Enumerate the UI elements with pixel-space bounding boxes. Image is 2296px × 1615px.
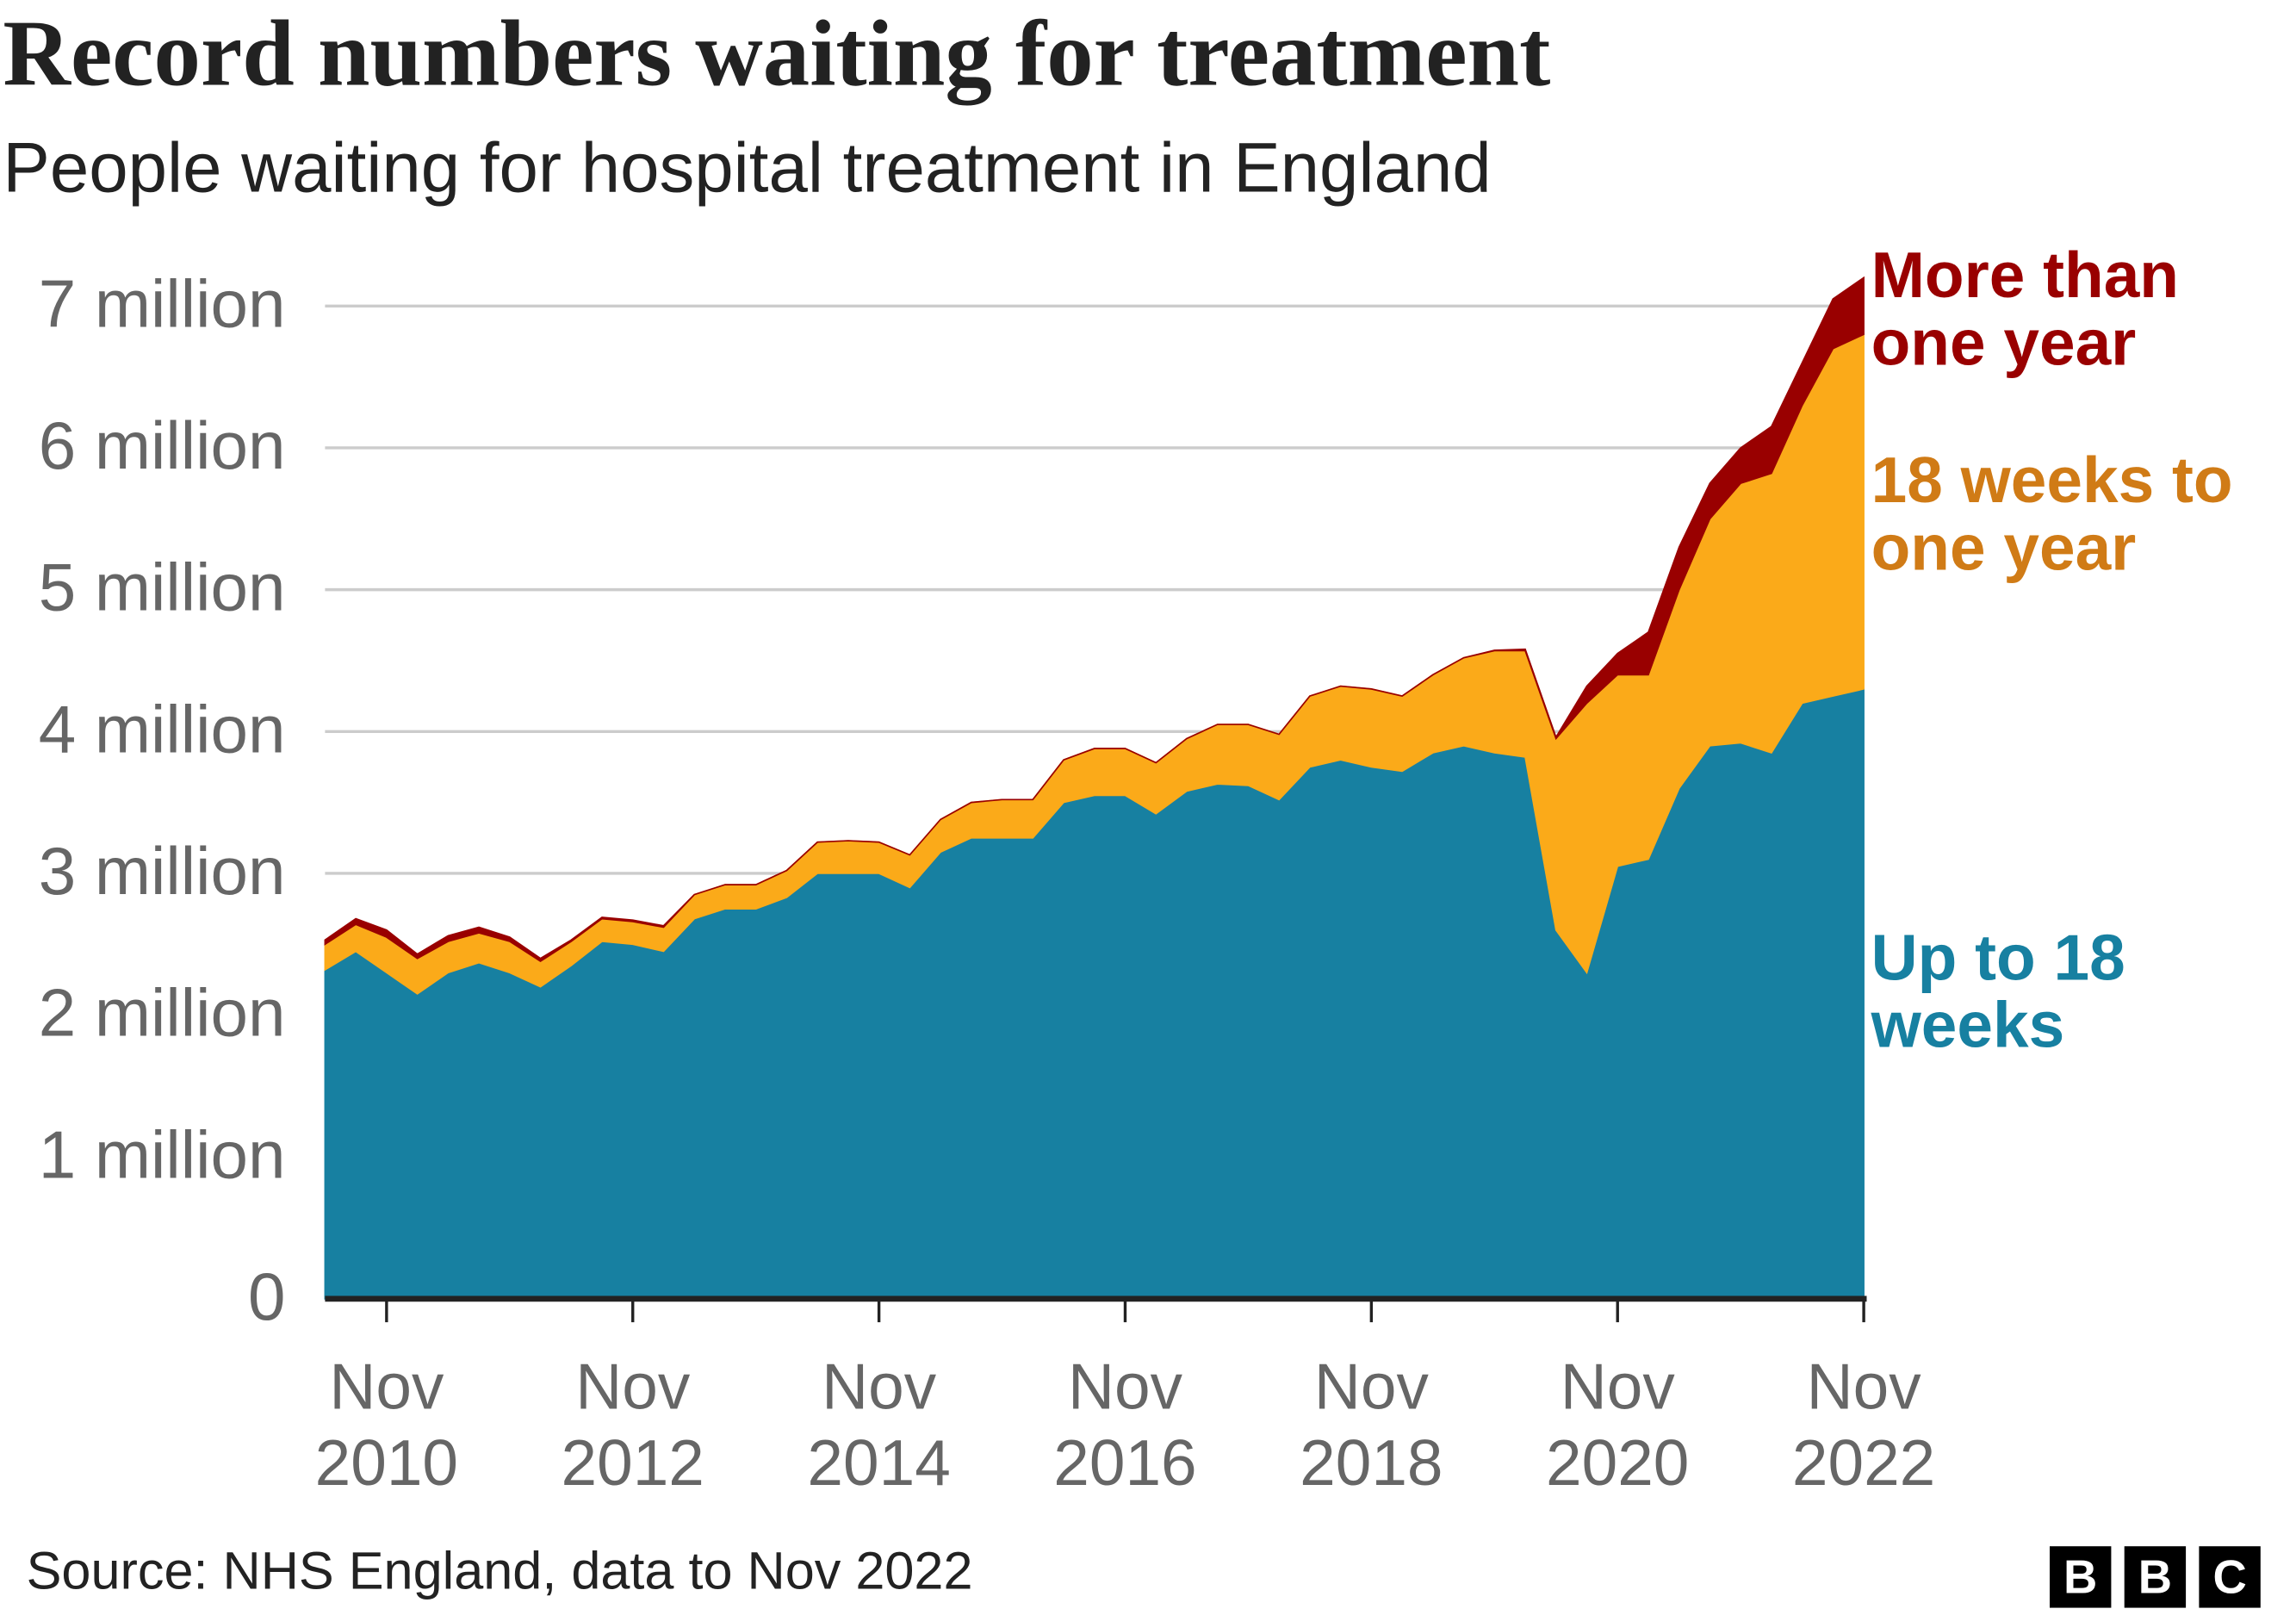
series-label: 18 weeks to one year [1871, 444, 2233, 585]
x-tick-label: Nov 2016 [1053, 1351, 1197, 1500]
x-tick-label: Nov 2020 [1545, 1351, 1690, 1500]
series-label: Up to 18 weeks [1871, 922, 2125, 1062]
y-tick-label: 5 million [39, 550, 286, 625]
chart-subtitle: People waiting for hospital treatment in… [3, 130, 1492, 208]
y-tick-label: 1 million [39, 1116, 286, 1192]
x-tick-label: Nov 2022 [1791, 1351, 1936, 1500]
y-tick-label: 0 [248, 1258, 285, 1334]
y-tick-label: 7 million [39, 265, 286, 341]
x-tick-label: Nov 2014 [807, 1351, 951, 1500]
area [324, 276, 1865, 963]
y-tick-label: 6 million [39, 407, 286, 483]
source: Source: NHS England, data to Nov 2022 [26, 1540, 973, 1601]
y-tick-label: 4 million [39, 691, 286, 767]
logo-letter: C [2199, 1546, 2261, 1608]
logo-letter: B [2124, 1546, 2187, 1608]
series-label: More than one year [1871, 239, 2179, 380]
x-tick-label: Nov 2018 [1300, 1351, 1443, 1500]
logo-letter: B [2050, 1546, 2112, 1608]
chart-title: Record numbers waiting for treatment [3, 1, 1551, 106]
y-tick-label: 2 million [39, 975, 286, 1051]
x-tick-label: Nov 2010 [314, 1351, 459, 1500]
y-tick-label: 3 million [39, 833, 286, 909]
x-tick-label: Nov 2012 [561, 1351, 704, 1500]
